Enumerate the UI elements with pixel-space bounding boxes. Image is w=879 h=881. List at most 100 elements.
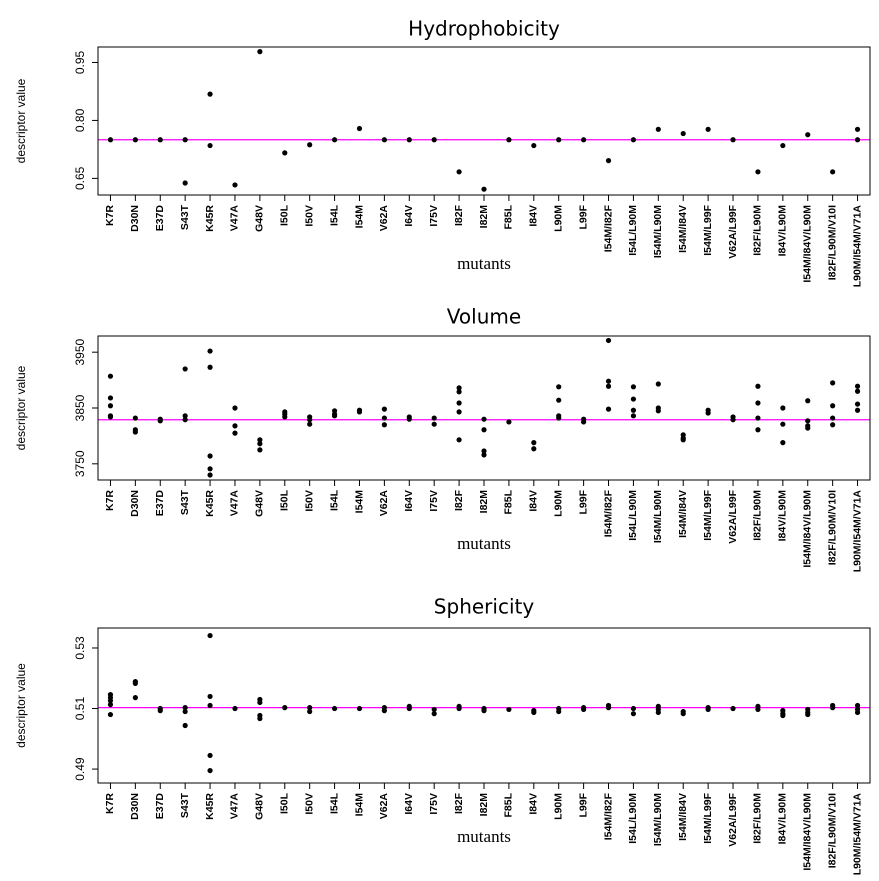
data-point xyxy=(307,708,313,715)
data-point xyxy=(755,427,761,433)
data-point xyxy=(132,695,138,701)
data-point xyxy=(307,142,313,148)
x-tick-label: I54M/I82F xyxy=(602,792,614,840)
x-axis-label: mutants xyxy=(457,827,511,846)
data-point xyxy=(257,437,263,443)
x-tick-label: L90M xyxy=(552,490,564,517)
data-point xyxy=(182,705,188,711)
x-tick-label: I84V/L90M xyxy=(777,205,789,257)
data-point xyxy=(431,706,437,713)
data-point xyxy=(381,422,387,428)
x-tick-label: I54M/L99F xyxy=(702,489,714,540)
x-tick-label: I84V xyxy=(528,793,540,815)
data-point xyxy=(356,125,363,132)
y-axis-label: descriptor value xyxy=(14,78,28,163)
data-point xyxy=(207,142,213,149)
data-point xyxy=(755,706,761,713)
data-point xyxy=(456,169,462,175)
data-point xyxy=(431,137,437,143)
data-point xyxy=(630,413,637,419)
panel: Hydrophobicity mutants descriptor value 0.6… xyxy=(14,17,871,288)
data-point xyxy=(381,406,387,412)
plot-frame xyxy=(97,46,871,196)
data-point xyxy=(506,419,512,425)
x-tick-label: L90M xyxy=(552,205,564,232)
data-point xyxy=(531,142,537,149)
data-point xyxy=(830,403,836,409)
data-point xyxy=(780,142,786,149)
x-tick-label: K45R xyxy=(204,793,216,820)
data-point xyxy=(481,427,487,433)
data-point xyxy=(830,705,836,711)
x-tick-label: I50L xyxy=(279,489,291,511)
data-point xyxy=(805,711,811,718)
data-point xyxy=(132,429,138,435)
x-tick-label: I64V xyxy=(403,490,415,512)
data-point xyxy=(406,705,412,712)
x-tick-label: K7R xyxy=(104,793,116,814)
x-tick-label: V62A xyxy=(378,793,390,820)
data-point xyxy=(805,418,811,424)
data-point xyxy=(456,705,462,712)
x-tick-label: I54M/L90M xyxy=(652,793,664,846)
data-point xyxy=(605,705,612,711)
data-point xyxy=(481,708,487,714)
data-point xyxy=(854,388,861,394)
x-tick-label: L90M/I54M/V71A xyxy=(851,205,863,288)
data-point xyxy=(207,472,213,478)
x-axis-label: mutants xyxy=(457,534,511,553)
data-point xyxy=(605,383,612,389)
data-point xyxy=(830,169,836,175)
data-point xyxy=(182,417,188,423)
data-point xyxy=(207,702,213,709)
x-tick-label: K45R xyxy=(204,490,216,517)
data-point xyxy=(630,137,637,143)
data-point xyxy=(207,767,213,774)
x-tick-label: S43T xyxy=(179,489,191,515)
x-tick-label: I82F/L90M/V10I xyxy=(826,793,838,868)
data-point xyxy=(431,711,437,717)
x-tick-label: I54M/I84V xyxy=(677,793,689,841)
y-tick-label: 3750 xyxy=(73,450,87,477)
x-tick-label: I64V xyxy=(403,205,415,227)
data-point xyxy=(780,405,786,411)
x-tick-label: I54M/L99F xyxy=(702,792,714,843)
x-tick-label: F85L xyxy=(503,204,515,229)
x-tick-label: I50V xyxy=(303,205,315,227)
x-tick-label: I54M/I82F xyxy=(602,489,614,537)
x-tick-label: I54L/L90M xyxy=(627,793,639,844)
data-point xyxy=(854,126,861,132)
data-point xyxy=(755,383,761,389)
data-point xyxy=(630,384,637,390)
data-point xyxy=(182,413,188,419)
data-point xyxy=(182,137,188,143)
x-tick-label: L90M xyxy=(552,793,564,820)
x-tick-label: I84V xyxy=(528,205,540,227)
x-tick-label: G48V xyxy=(254,490,266,517)
data-point xyxy=(207,466,213,472)
data-point xyxy=(854,702,861,709)
data-point xyxy=(605,406,612,412)
x-tick-label: I54L xyxy=(328,204,340,226)
data-point xyxy=(282,705,288,711)
x-tick-label: I82F/L90M xyxy=(752,205,764,256)
x-tick-label: I82F xyxy=(453,792,465,814)
x-tick-label: I54M xyxy=(353,490,365,514)
x-tick-label: V47A xyxy=(229,205,241,232)
panel-title: Hydrophobicity xyxy=(408,17,560,41)
x-tick-label: I82F xyxy=(453,489,465,511)
data-point xyxy=(805,398,811,404)
x-tick-label: I82M xyxy=(478,205,490,229)
data-point xyxy=(605,337,612,344)
data-point xyxy=(232,405,238,411)
data-point xyxy=(581,419,587,425)
data-point xyxy=(680,711,686,717)
data-point xyxy=(730,705,736,712)
data-point xyxy=(107,403,114,409)
data-point xyxy=(755,415,761,421)
plot-frame xyxy=(97,335,871,481)
y-tick-label: 3850 xyxy=(73,394,87,421)
data-point xyxy=(830,380,836,386)
data-point xyxy=(655,381,661,387)
data-point xyxy=(854,401,861,407)
